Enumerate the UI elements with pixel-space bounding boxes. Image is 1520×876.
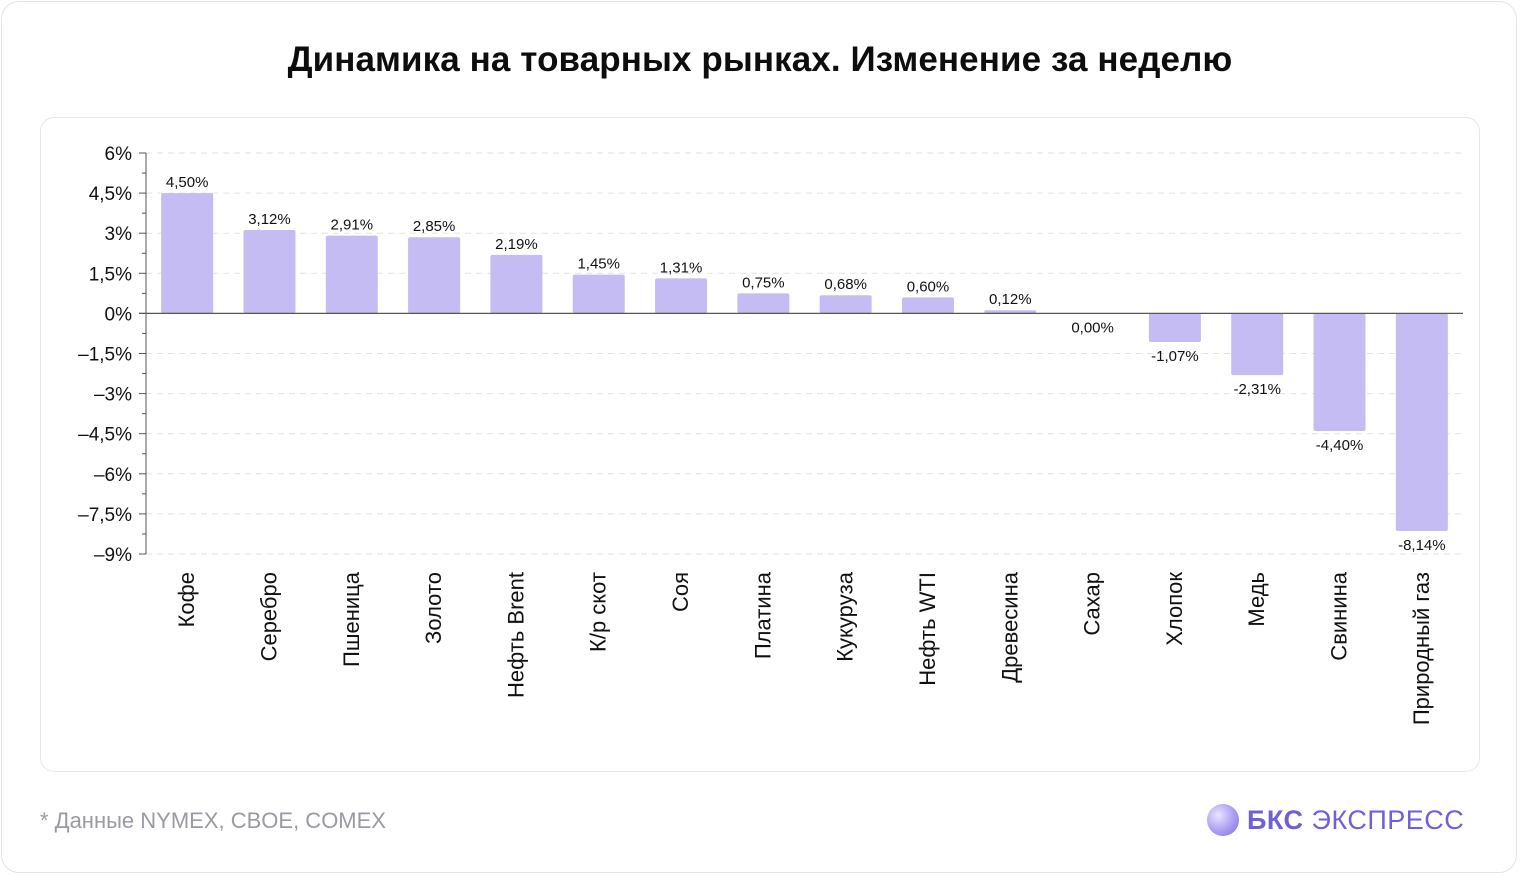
y-tick-label: 3% — [105, 224, 133, 245]
x-tick-label: Древесина — [997, 571, 1022, 682]
x-tick-label: Нефть Brent — [503, 572, 528, 698]
bar — [490, 254, 543, 314]
bar-value-label: 2,91% — [331, 217, 374, 234]
bar-value-label: 2,85% — [413, 218, 456, 235]
bar — [408, 237, 461, 314]
x-tick-label: Платина — [750, 571, 775, 659]
x-tick-label: Кукуруза — [833, 571, 858, 662]
bar-value-label: 4,50% — [166, 174, 209, 191]
chart-card — [40, 117, 1480, 772]
y-tick-label: –9% — [94, 545, 132, 566]
x-tick-label: Пшеница — [339, 571, 364, 667]
x-tick-label: Природный газ — [1409, 572, 1434, 725]
bar — [1148, 313, 1201, 343]
bar — [737, 293, 790, 314]
y-tick-label: –3% — [94, 385, 132, 406]
logo-brand: БКС — [1247, 804, 1304, 835]
y-tick-label: –7,5% — [78, 505, 132, 526]
y-tick-label: 1,5% — [89, 264, 132, 285]
x-tick-label: К/р скот — [586, 572, 611, 652]
x-tick-label: Серебро — [256, 572, 281, 661]
bar-value-label: 0,00% — [1071, 319, 1114, 336]
y-tick-label: –6% — [94, 465, 132, 486]
x-tick-label: Свинина — [1327, 571, 1352, 660]
bar-value-label: -2,31% — [1233, 381, 1281, 398]
bar — [325, 235, 378, 314]
x-tick-label: Сахар — [1080, 572, 1105, 636]
bar-value-label: 2,19% — [495, 236, 538, 253]
bar-value-label: -1,07% — [1151, 348, 1199, 365]
bar — [655, 278, 708, 314]
bar — [984, 310, 1037, 314]
x-tick-label: Золото — [421, 572, 446, 644]
bar-value-label: 1,45% — [577, 256, 620, 273]
data-source-footnote: * Данные NYMEX, CBOE, COMEX — [40, 808, 386, 833]
bar — [901, 297, 954, 314]
y-tick-label: –4,5% — [78, 425, 132, 446]
bar-value-label: 0,60% — [907, 278, 950, 295]
logo-sphere-icon — [1207, 804, 1239, 836]
bar-value-label: 1,31% — [660, 259, 703, 276]
x-tick-label: Кофе — [174, 572, 199, 627]
bar — [1313, 313, 1366, 432]
y-tick-label: 0% — [105, 304, 133, 325]
y-tick-label: 4,5% — [89, 184, 132, 205]
bar-value-label: 3,12% — [248, 211, 291, 228]
x-tick-label: Соя — [668, 572, 693, 612]
bar-value-label: 0,12% — [989, 291, 1032, 308]
logo-product: ЭКСПРЕСС — [1311, 804, 1465, 835]
y-tick-label: 6% — [105, 144, 133, 165]
x-tick-label: Медь — [1244, 572, 1269, 627]
bks-express-logo: БКС ЭКСПРЕСС — [1207, 803, 1464, 837]
bar-value-label: 0,75% — [742, 274, 785, 291]
bar-value-label: -8,14% — [1398, 537, 1446, 554]
logo-text: БКС ЭКСПРЕСС — [1247, 805, 1464, 836]
bar-value-label: -4,40% — [1316, 437, 1364, 454]
bar — [572, 274, 625, 314]
bar — [161, 193, 214, 314]
bar-value-label: 0,68% — [824, 276, 867, 293]
x-tick-label: Нефть WTI — [915, 572, 940, 686]
bar — [819, 295, 872, 314]
bar — [1395, 313, 1448, 532]
y-tick-label: –1,5% — [78, 345, 132, 366]
chart-title: Динамика на товарных рынках. Изменение з… — [287, 40, 1233, 79]
bar — [1231, 313, 1284, 376]
x-tick-label: Хлопок — [1162, 572, 1187, 646]
bar — [243, 229, 296, 314]
